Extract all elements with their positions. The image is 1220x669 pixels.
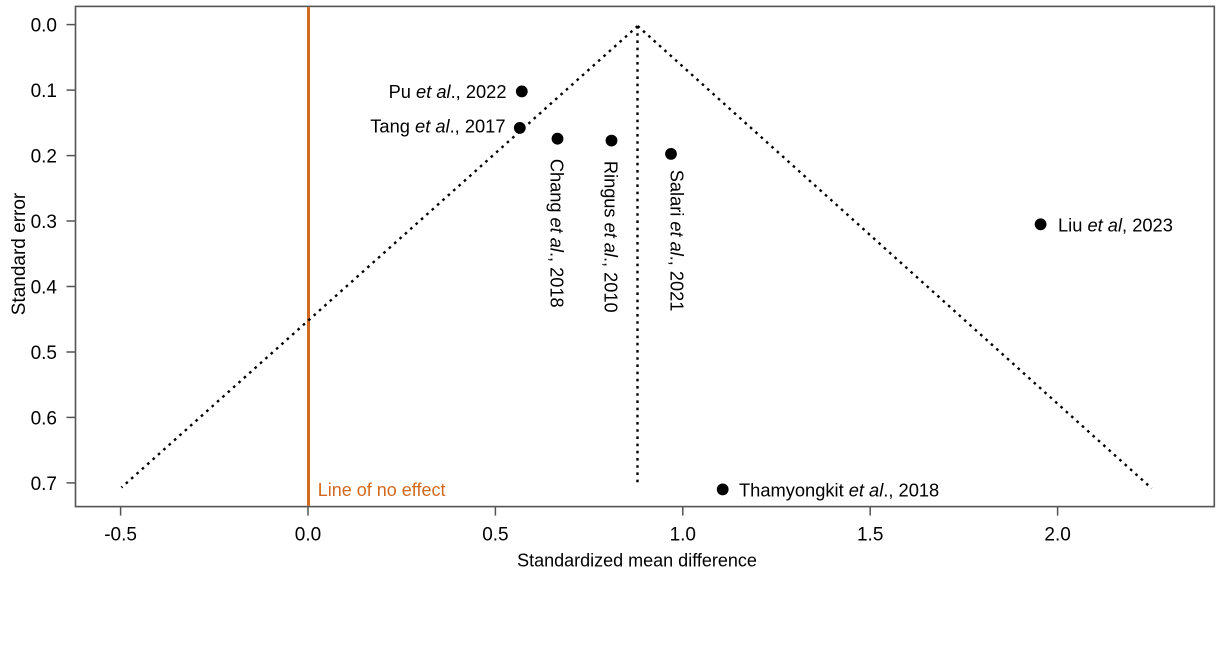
svg-text:0.2: 0.2 — [31, 147, 57, 168]
svg-text:Thamyongkit et al., 2018: Thamyongkit et al., 2018 — [739, 480, 939, 501]
svg-text:Ringus et al., 2010: Ringus et al., 2010 — [601, 161, 621, 313]
svg-text:0.1: 0.1 — [31, 81, 57, 102]
svg-text:1.0: 1.0 — [670, 525, 696, 546]
svg-text:Pu et al., 2022: Pu et al., 2022 — [389, 81, 507, 102]
svg-text:0.0: 0.0 — [295, 525, 321, 546]
svg-text:Salari et al., 2021: Salari et al., 2021 — [666, 170, 686, 312]
svg-text:0.5: 0.5 — [31, 343, 57, 364]
svg-text:0.4: 0.4 — [31, 278, 58, 299]
svg-text:Standard error: Standard error — [9, 192, 30, 315]
svg-text:Line of no effect: Line of no effect — [318, 480, 446, 500]
svg-text:0.0: 0.0 — [31, 16, 57, 37]
svg-text:Chang et al., 2018: Chang et al., 2018 — [546, 159, 566, 308]
svg-text:Standardized mean difference: Standardized mean difference — [517, 551, 757, 571]
svg-text:0.5: 0.5 — [482, 525, 508, 546]
svg-text:1.5: 1.5 — [857, 525, 883, 546]
svg-text:0.7: 0.7 — [31, 474, 57, 495]
svg-text:0.3: 0.3 — [31, 212, 57, 233]
svg-text:-0.5: -0.5 — [104, 525, 137, 546]
svg-text:2.0: 2.0 — [1044, 525, 1070, 546]
svg-text:Liu et al, 2023: Liu et al, 2023 — [1058, 215, 1173, 236]
svg-text:0.6: 0.6 — [31, 409, 57, 430]
svg-text:Tang et al., 2017: Tang et al., 2017 — [370, 115, 505, 136]
